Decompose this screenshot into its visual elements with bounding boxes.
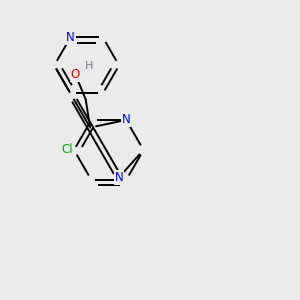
Text: N: N	[122, 113, 130, 126]
Text: N: N	[115, 171, 123, 184]
Text: Cl: Cl	[62, 143, 74, 157]
Text: O: O	[71, 68, 80, 81]
Text: N: N	[66, 31, 75, 44]
Text: H: H	[85, 61, 93, 71]
